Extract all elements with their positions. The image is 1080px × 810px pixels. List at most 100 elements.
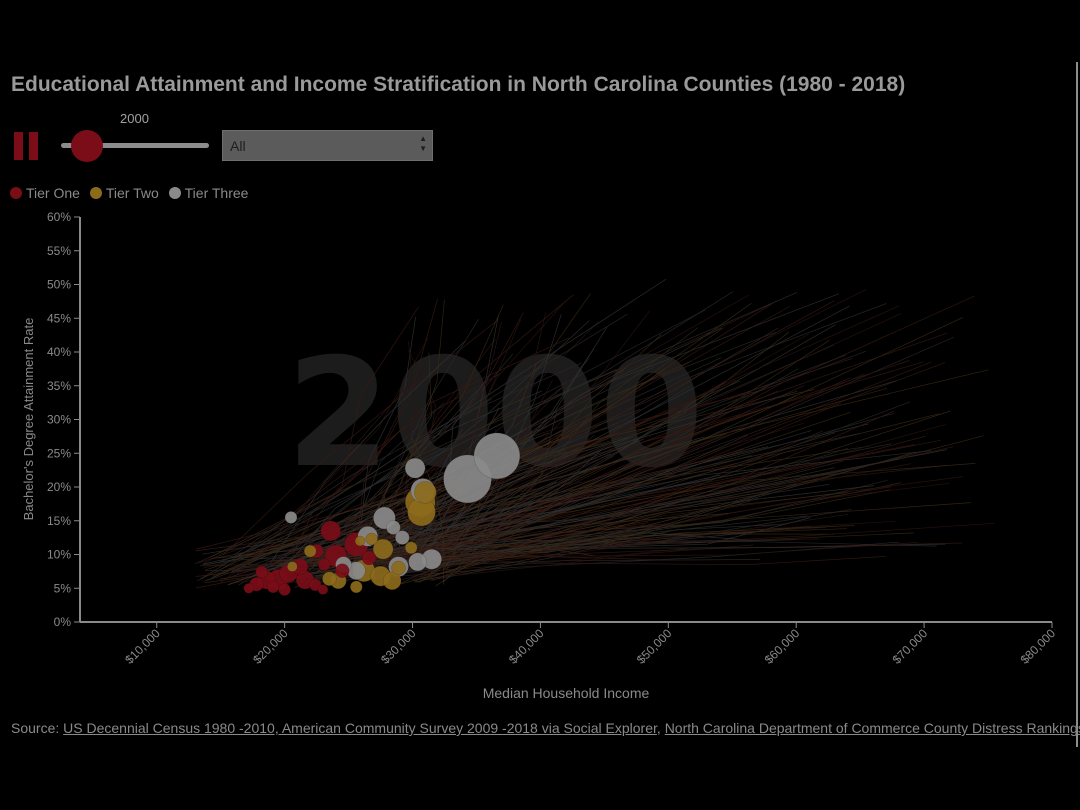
y-tick-label: 15% — [47, 514, 71, 528]
legend-swatch-tier-two — [89, 187, 102, 199]
county-select-value: All — [230, 138, 246, 154]
source-note: Source: US Decennial Census 1980 -2010, … — [11, 720, 1080, 736]
data-point — [322, 571, 337, 587]
data-point — [243, 583, 255, 594]
y-axis-label: Bachelor's Degree Attainment Rate — [21, 318, 36, 521]
year-slider-track[interactable] — [61, 143, 209, 148]
trajectory-line — [235, 363, 428, 577]
legend-label-tier-two: Tier Two — [105, 185, 159, 201]
y-tick-label: 30% — [47, 413, 71, 427]
trajectory-line — [195, 292, 798, 565]
legend-item-tier-two[interactable]: Tier Two — [89, 185, 159, 201]
y-tick-label: 35% — [47, 379, 71, 393]
trajectory-line — [360, 455, 752, 563]
y-tick-label: 45% — [47, 311, 71, 325]
data-point — [303, 544, 317, 558]
trajectory-line — [352, 313, 902, 551]
trajectory-line — [200, 278, 667, 580]
trajectory-line — [203, 337, 570, 564]
data-point — [382, 571, 402, 591]
legend-item-tier-one[interactable]: Tier One — [10, 185, 80, 201]
data-point — [404, 457, 426, 479]
trajectory-line — [386, 317, 963, 559]
trajectory-line — [370, 382, 774, 583]
select-updown-icon: ▲ ▼ — [419, 134, 427, 153]
trajectory-line — [196, 358, 853, 550]
year-slider-thumb[interactable] — [71, 130, 103, 162]
data-points — [243, 432, 521, 596]
source-prefix: Source: — [11, 720, 60, 736]
data-point — [395, 530, 410, 545]
y-tick-label: 0% — [54, 615, 72, 629]
y-tick-label: 5% — [54, 581, 72, 595]
right-border-rule — [1076, 62, 1078, 747]
pause-icon-bar-right — [29, 132, 38, 160]
y-tick-label: 20% — [47, 480, 71, 494]
trajectory-line — [354, 298, 438, 562]
data-point — [386, 520, 401, 535]
trajectory-line — [306, 541, 899, 584]
data-point — [255, 565, 268, 579]
data-point — [317, 584, 329, 595]
trajectory-line — [414, 449, 567, 561]
pause-button[interactable] — [14, 132, 38, 160]
source-link-census[interactable]: US Decennial Census 1980 -2010, American… — [63, 720, 657, 736]
x-tick-label: $50,000 — [634, 626, 675, 667]
y-tick-label: 40% — [47, 345, 71, 359]
trajectory-line — [400, 435, 926, 581]
x-tick-label: $40,000 — [506, 626, 547, 667]
trajectory-line — [215, 513, 729, 559]
legend-label-tier-one: Tier One — [26, 185, 80, 201]
trajectory-line — [265, 426, 755, 555]
data-point — [365, 532, 378, 546]
trajectory-line — [322, 463, 976, 559]
x-tick-label: $10,000 — [122, 626, 163, 667]
data-point — [408, 552, 427, 572]
trajectory-line — [291, 362, 582, 552]
trajectory-line — [375, 380, 897, 549]
trajectory-line — [430, 379, 553, 581]
slider-year-label: 2000 — [120, 111, 149, 126]
trajectory-line — [270, 389, 478, 585]
trajectory-line — [423, 413, 940, 566]
trajectory-line — [317, 294, 574, 563]
county-select[interactable]: All ▲ ▼ — [222, 130, 433, 161]
trajectory-line — [222, 319, 499, 556]
y-tick-label: 10% — [47, 548, 71, 562]
data-point — [334, 563, 350, 578]
trajectory-line — [312, 320, 590, 567]
data-point — [350, 580, 363, 594]
trajectory-line — [432, 532, 753, 554]
x-tick-label: $30,000 — [378, 626, 419, 667]
data-point — [266, 580, 280, 594]
trajectory-line — [232, 373, 501, 563]
page-title: Educational Attainment and Income Strati… — [11, 73, 906, 96]
source-link-commerce[interactable]: North Carolina Department of Commerce Co… — [664, 720, 1080, 736]
legend-label-tier-three: Tier Three — [184, 185, 249, 201]
data-point — [361, 550, 377, 566]
legend-item-tier-three[interactable]: Tier Three — [168, 185, 249, 201]
legend-swatch-tier-one — [10, 187, 22, 199]
trajectory-line — [380, 556, 886, 575]
trajectory-line — [248, 338, 429, 566]
trajectory-line — [428, 321, 502, 580]
trajectory-line — [214, 398, 492, 574]
trajectory-line — [210, 288, 867, 580]
x-tick-label: $80,000 — [1018, 626, 1059, 667]
data-point — [318, 558, 331, 571]
data-point — [404, 541, 418, 555]
y-tick-label: 25% — [47, 446, 71, 460]
trajectory-line — [427, 544, 754, 579]
trajectory-line — [427, 373, 865, 564]
trajectory-line — [232, 473, 677, 573]
trajectory-line — [415, 368, 799, 582]
y-tick-label: 60% — [47, 210, 71, 224]
source-separator: , — [656, 720, 661, 736]
trajectory-line — [273, 306, 419, 572]
data-point — [320, 520, 341, 542]
x-tick-label: $60,000 — [762, 626, 803, 667]
y-tick-label: 55% — [47, 244, 71, 258]
trajectory-line — [422, 479, 888, 569]
trajectory-line — [423, 340, 830, 580]
